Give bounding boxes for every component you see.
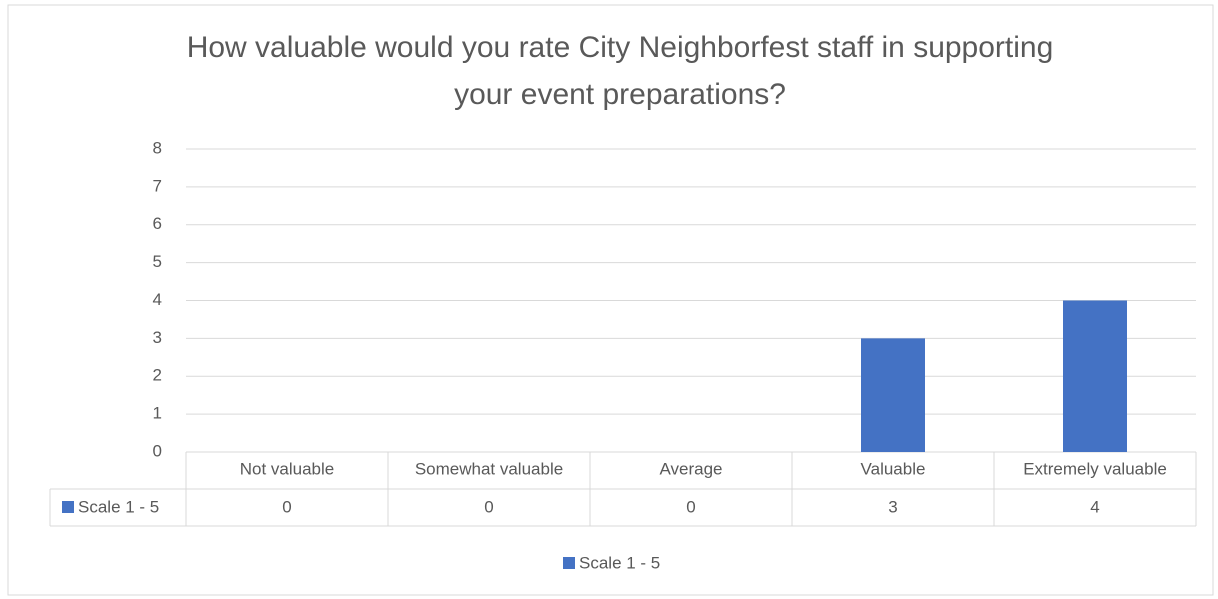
y-tick-label: 1: [153, 404, 162, 423]
chart-title: How valuable would you rate City Neighbo…: [186, 31, 1054, 111]
y-tick-label: 6: [153, 214, 162, 233]
bar: [861, 338, 925, 452]
x-tick-label: Extremely valuable: [1023, 459, 1167, 478]
bar: [1063, 300, 1127, 452]
y-tick-label: 7: [153, 176, 162, 195]
table-value: 3: [888, 497, 897, 516]
legend-key: [62, 501, 74, 513]
table-value: 0: [686, 497, 695, 516]
x-tick-label: Somewhat valuable: [415, 459, 563, 478]
x-tick-label: Valuable: [861, 459, 926, 478]
table-value: 0: [484, 497, 493, 516]
y-tick-label: 4: [153, 290, 162, 309]
table-series-name: Scale 1 - 5: [78, 497, 159, 516]
y-tick-label: 0: [153, 441, 162, 460]
y-tick-label: 3: [153, 328, 162, 347]
y-tick-label: 5: [153, 252, 162, 271]
table-value: 4: [1090, 497, 1099, 516]
table-value: 0: [282, 497, 291, 516]
x-tick-label: Not valuable: [240, 459, 335, 478]
legend-label: Scale 1 - 5: [579, 553, 660, 572]
y-tick-label: 8: [153, 138, 162, 157]
y-tick-label: 2: [153, 366, 162, 385]
legend-key: [563, 557, 575, 569]
x-tick-label: Average: [659, 459, 722, 478]
